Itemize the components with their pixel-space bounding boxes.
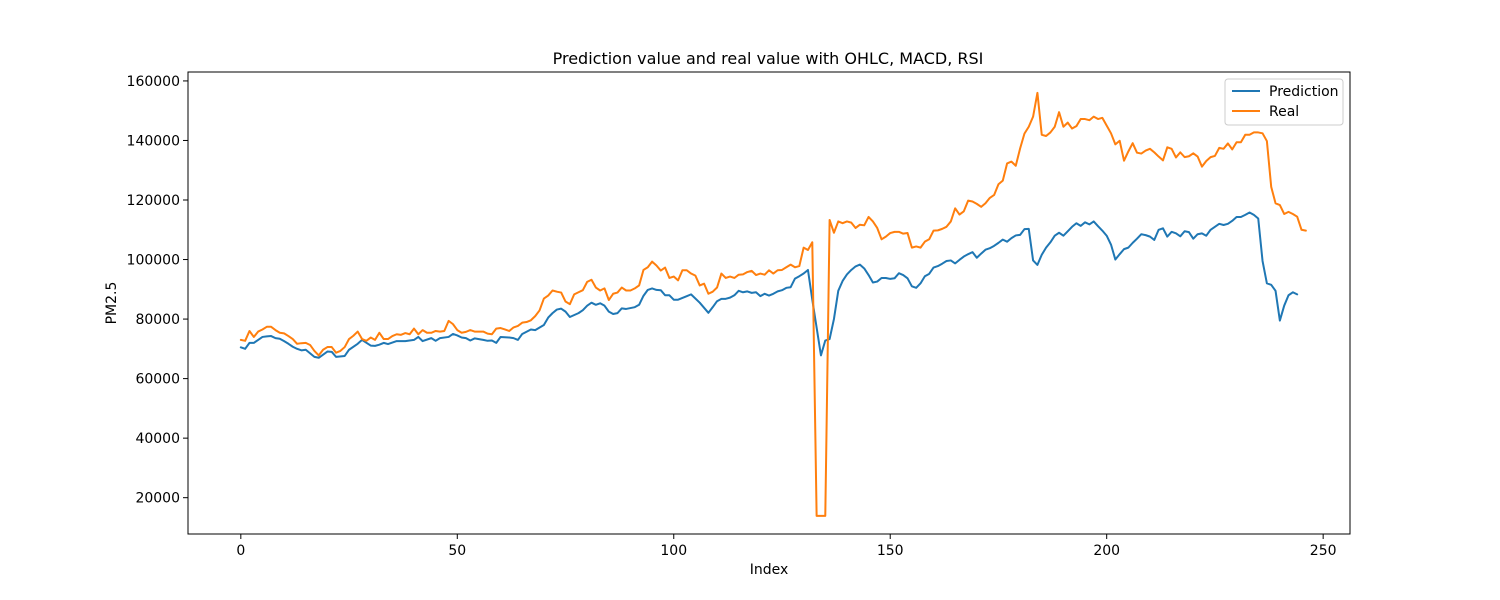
y-tick-label: 20000 <box>135 491 180 507</box>
x-axis: 0 50 100 150 200 250 <box>236 534 1337 559</box>
y-tick-label: 120000 <box>127 193 180 209</box>
x-tick-label: 250 <box>1310 543 1337 559</box>
y-axis: 20000 40000 60000 80000 100000 120000 140000 16… <box>127 74 188 507</box>
plot-frame <box>187 71 1351 535</box>
y-tick-label: 100000 <box>127 253 180 269</box>
legend-label-prediction: Prediction <box>1269 84 1339 100</box>
legend-label-real: Real <box>1269 104 1299 120</box>
y-tick-label: 60000 <box>135 372 180 388</box>
y-tick-label: 40000 <box>135 431 180 447</box>
y-tick-label: 140000 <box>127 133 180 149</box>
x-tick-label: 200 <box>1093 543 1120 559</box>
y-tick-label: 80000 <box>135 312 180 328</box>
x-tick-label: 150 <box>877 543 904 559</box>
y-axis-label: PM2.5 <box>104 282 120 325</box>
series-line-real <box>239 91 1307 517</box>
chart-title: Prediction value and real value with OHL… <box>553 49 984 68</box>
series-lines <box>239 91 1307 517</box>
y-tick-label: 160000 <box>127 74 180 90</box>
x-tick-label: 100 <box>660 543 687 559</box>
series-line-prediction <box>239 211 1299 359</box>
x-axis-label: Index <box>750 562 789 578</box>
legend: Prediction Real <box>1224 78 1344 126</box>
x-tick-label: 50 <box>448 543 466 559</box>
x-tick-label: 0 <box>236 543 245 559</box>
